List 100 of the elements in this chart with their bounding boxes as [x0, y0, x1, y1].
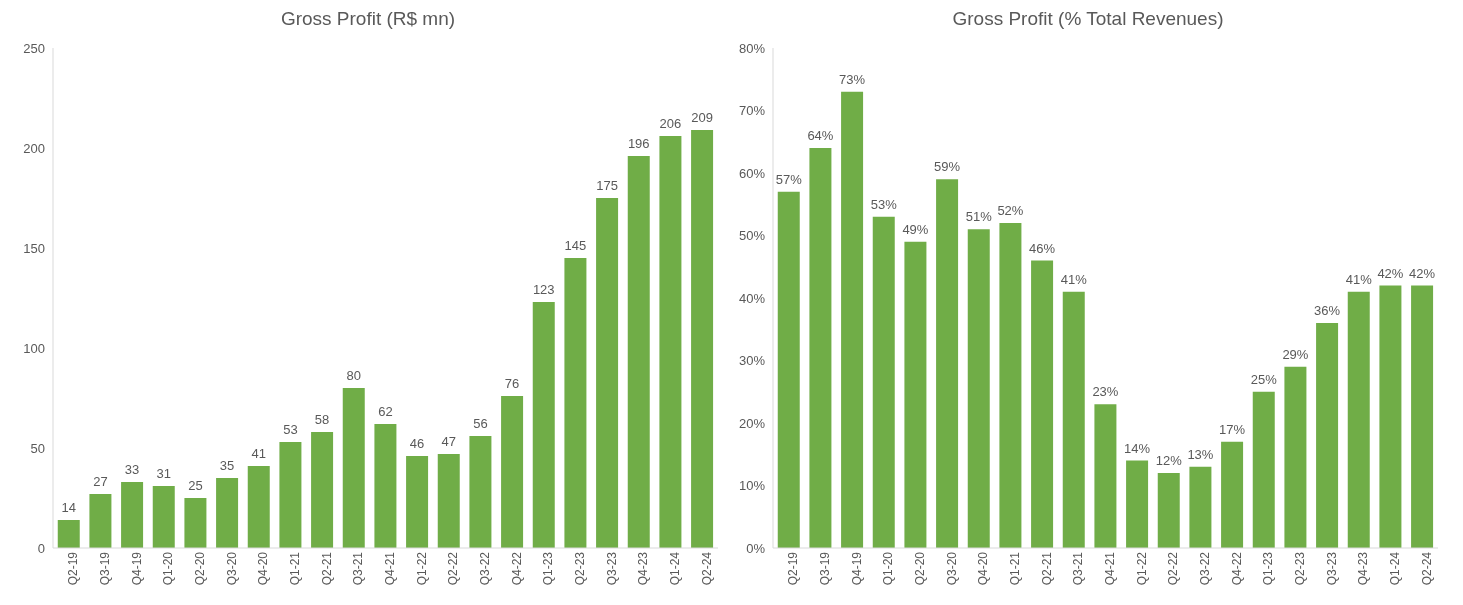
x-tick-label: Q3-20 [944, 551, 959, 586]
bar [777, 191, 800, 548]
data-label: 17% [1219, 421, 1246, 437]
data-label: 73% [839, 71, 866, 87]
data-label: 62 [378, 404, 393, 419]
bar [152, 486, 175, 548]
y-tick-label: 10% [738, 478, 766, 494]
x-tick-label: Q1-22 [414, 551, 429, 586]
x-tick-label: Q3-23 [604, 551, 619, 586]
bar [841, 91, 864, 548]
data-label: 35 [219, 458, 235, 473]
data-label: 123 [532, 282, 555, 297]
y-tick-label: 50% [738, 228, 766, 244]
data-label: 36% [1314, 303, 1341, 318]
bar [999, 223, 1022, 548]
x-tick-label: Q4-22 [509, 551, 524, 586]
data-label: 76 [504, 376, 520, 391]
x-tick-label: Q4-21 [1103, 551, 1118, 586]
x-tick-label: Q4-20 [976, 551, 991, 586]
x-tick-label: Q1-24 [668, 551, 683, 586]
bar [1189, 466, 1212, 548]
data-label: 196 [627, 136, 650, 151]
y-tick-label: 100 [23, 340, 45, 356]
bar [1252, 391, 1275, 548]
x-tick-label: Q2-21 [1039, 551, 1054, 586]
bar [1062, 291, 1085, 548]
x-tick-label: Q4-22 [1229, 551, 1244, 586]
data-label: 12% [1155, 453, 1183, 468]
bar [501, 396, 524, 548]
data-label: 41 [251, 446, 266, 461]
bar [809, 148, 832, 548]
bar [184, 498, 207, 548]
y-tick-label: 50 [30, 440, 45, 456]
bar [216, 478, 239, 548]
bar [89, 494, 112, 548]
data-label: 209 [691, 110, 713, 125]
bar [872, 216, 895, 548]
data-label: 51% [965, 209, 993, 225]
y-tick-label: 0 [37, 540, 45, 556]
x-tick-label: Q1-23 [1261, 551, 1276, 586]
data-label: 13% [1187, 446, 1214, 462]
data-label: 14 [61, 500, 76, 515]
bar [342, 388, 365, 548]
x-tick-label: Q4-19 [849, 551, 864, 586]
x-tick-label: Q2-21 [319, 551, 334, 586]
y-tick-label: 80% [738, 40, 766, 56]
y-tick-label: 150 [23, 240, 45, 256]
y-tick-label: 70% [738, 103, 766, 119]
x-tick-label: Q1-21 [1008, 551, 1023, 586]
data-label: 33 [124, 462, 140, 477]
bar [532, 302, 555, 548]
data-label: 23% [1092, 384, 1119, 400]
x-tick-label: Q2-23 [573, 551, 588, 586]
y-tick-label: 20% [738, 415, 766, 431]
data-label: 25 [188, 478, 203, 493]
bar [1221, 441, 1244, 548]
data-label: 25% [1250, 371, 1278, 387]
data-label: 52% [997, 203, 1024, 218]
chart-title: Gross Profit (% Total Revenues) [951, 8, 1225, 31]
bar [904, 241, 927, 548]
data-label: 59% [934, 159, 961, 175]
bar [247, 466, 270, 548]
bar [1316, 323, 1339, 548]
bar [437, 454, 460, 548]
x-tick-label: Q4-20 [256, 551, 271, 586]
bar [564, 258, 587, 548]
x-tick-label: Q3-20 [224, 551, 239, 586]
bar [1379, 285, 1402, 548]
bar [1126, 460, 1149, 548]
x-tick-label: Q2-24 [1419, 551, 1434, 586]
bar [469, 436, 492, 548]
data-label: 31 [156, 466, 171, 481]
data-label: 56 [473, 416, 488, 431]
data-label: 47 [441, 434, 456, 449]
x-tick-label: Q2-20 [913, 551, 928, 586]
data-label: 46% [1029, 240, 1056, 256]
bar [1347, 291, 1370, 548]
chart-title: Gross Profit (R$ mn) [279, 8, 457, 31]
x-tick-label: Q1-24 [1388, 551, 1403, 586]
data-label: 206 [659, 116, 682, 131]
x-tick-label: Q3-21 [1071, 551, 1086, 586]
data-label: 41% [1345, 271, 1373, 287]
x-tick-label: Q1-20 [881, 551, 896, 586]
x-tick-label: Q3-21 [351, 551, 366, 586]
bar [279, 442, 302, 548]
x-tick-label: Q1-21 [288, 551, 303, 586]
x-tick-label: Q4-19 [129, 551, 144, 586]
bar [691, 130, 714, 548]
data-label: 42% [1377, 265, 1404, 281]
data-label: 145 [564, 238, 587, 253]
x-tick-label: Q3-19 [98, 551, 113, 586]
bar [659, 136, 682, 548]
bar [936, 179, 959, 548]
bar [406, 456, 429, 548]
bar [627, 156, 650, 548]
data-label: 57% [775, 171, 803, 187]
x-tick-label: Q4-23 [1356, 551, 1371, 586]
x-tick-label: Q3-22 [1198, 551, 1213, 586]
bar [967, 229, 990, 548]
bar [596, 198, 619, 548]
